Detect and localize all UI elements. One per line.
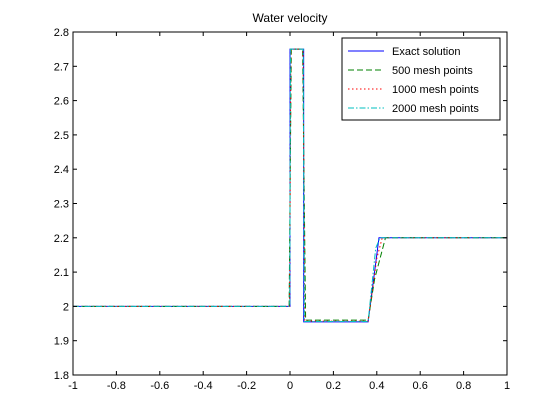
y-tick-label: 2.8 [54, 27, 69, 39]
y-tick-label: 2.1 [54, 267, 69, 279]
y-tick-label: 2.7 [54, 61, 69, 73]
y-tick-label: 2.5 [54, 130, 69, 142]
y-tick-label: 2.3 [54, 199, 69, 211]
x-tick-label: 0.2 [326, 380, 341, 392]
y-tick-label: 1.9 [54, 336, 69, 348]
legend-box [341, 37, 501, 121]
chart-title: Water velocity [253, 11, 328, 25]
x-tick-label: -0.6 [150, 380, 169, 392]
x-tick-label: 0.4 [369, 380, 384, 392]
y-tick-label: 2.2 [54, 233, 69, 245]
legend-label-3: 1000 mesh points [392, 84, 479, 96]
x-tick-label: 1 [504, 380, 510, 392]
y-tick-label: 2.4 [54, 164, 69, 176]
x-tick-label: 0 [287, 380, 293, 392]
x-tick-label: -0.2 [237, 380, 256, 392]
y-tick-label: 1.8 [54, 370, 69, 382]
x-tick-label: -0.4 [194, 380, 213, 392]
legend-label-2: 500 mesh points [392, 65, 473, 77]
series-layer [73, 48, 507, 323]
axis-ticks: -1 -0.8 -0.6 -0.4 -0.2 0 0.2 0.4 0.6 0.8 1 1.8 1.9 2 2… [54, 27, 510, 392]
y-tick-label: 2 [63, 301, 69, 313]
x-tick-label: 0.8 [456, 380, 471, 392]
legend-label-1: Exact solution [392, 46, 460, 58]
series-line-4 [73, 48, 507, 322]
x-tick-label: 0.6 [413, 380, 428, 392]
x-tick-label: -0.8 [107, 380, 126, 392]
legend: Exact solution 500 mesh points 1000 mesh p… [341, 37, 501, 121]
y-tick-label: 2.6 [54, 96, 69, 108]
x-tick-label: -1 [68, 380, 78, 392]
legend-label-4: 2000 mesh points [392, 103, 479, 115]
